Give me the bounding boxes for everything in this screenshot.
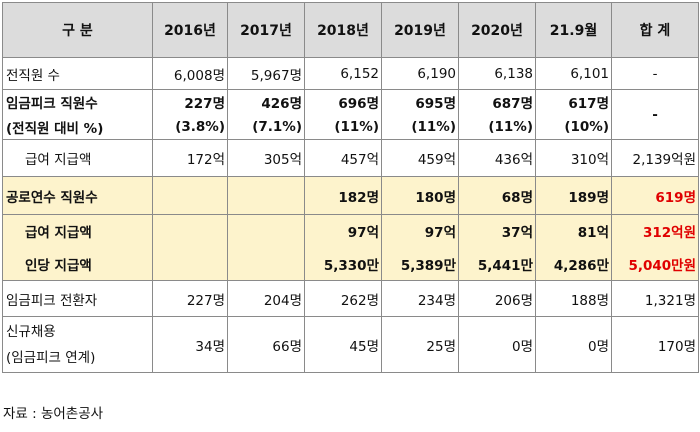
row-label: 전직원 수: [2, 57, 153, 90]
cell: 310억: [535, 139, 612, 177]
row-label-line1: 신규채용: [6, 323, 56, 340]
cell-total: -: [611, 57, 699, 90]
cell: 459억: [381, 139, 459, 177]
cell: 25명: [381, 316, 459, 373]
cell: 68명: [458, 176, 536, 215]
cell: 436억: [458, 139, 536, 177]
header-category: 구 분: [2, 2, 153, 58]
cell: 188명: [535, 280, 612, 317]
cell: 97억: [304, 214, 382, 248]
cell: 6,190: [381, 57, 459, 90]
cell: 204명: [227, 280, 305, 317]
row-public-staff: 공로연수 직원수 182명 180명 68명 189명 619명: [2, 176, 699, 215]
cell: 696명: [304, 89, 382, 115]
header-2016: 2016년: [152, 2, 228, 58]
cell: (11%): [304, 114, 382, 140]
cell-total: 1,321명: [611, 280, 699, 317]
cell: [152, 247, 228, 281]
cell: [227, 214, 305, 248]
header-total: 합 계: [611, 2, 699, 58]
row-peak-percent: (전직원 대비 %) (3.8%) (7.1%) (11%) (11%) (11…: [2, 114, 699, 140]
cell: 5,967명: [227, 57, 305, 90]
cell: [227, 247, 305, 281]
cell: 6,008명: [152, 57, 228, 90]
cell: (10%): [535, 114, 612, 140]
cell: 182명: [304, 176, 382, 215]
cell: (11%): [458, 114, 536, 140]
cell: 66명: [227, 316, 305, 373]
cell: 617명: [535, 89, 612, 115]
header-2021: 21.9월: [535, 2, 612, 58]
source-note: 자료 : 농어촌공사: [3, 406, 104, 422]
cell: (7.1%): [227, 114, 305, 140]
cell: 687명: [458, 89, 536, 115]
cell: 6,101: [535, 57, 612, 90]
cell: 172억: [152, 139, 228, 177]
row-label: 신규채용 (임금피크 연계): [2, 316, 153, 373]
cell: 37억: [458, 214, 536, 248]
cell: 81억: [535, 214, 612, 248]
row-new-hire: 신규채용 (임금피크 연계) 34명 66명 45명 25명 0명 0명 170…: [2, 316, 699, 373]
row-label-line2: (임금피크 연계): [6, 349, 96, 366]
cell: 5,441만: [458, 247, 536, 281]
cell: 34명: [152, 316, 228, 373]
row-peak-staff: 임금피크 직원수 227명 426명 696명 695명 687명 617명 -: [2, 89, 699, 140]
header-2020: 2020년: [458, 2, 536, 58]
cell: 457억: [304, 139, 382, 177]
header-2017: 2017년: [227, 2, 305, 58]
cell: 189명: [535, 176, 612, 215]
row-per-person: 인당 지급액 5,330만 5,389만 5,441만 4,286만 5,040…: [2, 247, 699, 281]
row-label: (전직원 대비 %): [2, 114, 153, 140]
row-label: 인당 지급액: [2, 247, 153, 281]
cell: 227명: [152, 280, 228, 317]
cell: 206명: [458, 280, 536, 317]
cell-total: 5,040만원: [611, 247, 699, 281]
row-label: 임금피크 직원수: [2, 89, 153, 115]
cell: 0명: [458, 316, 536, 373]
row-label: 임금피크 전환자: [2, 280, 153, 317]
header-row: 구 분 2016년 2017년 2018년 2019년 2020년 21.9월 …: [2, 2, 699, 58]
cell-total: -: [611, 89, 699, 140]
cell: 6,138: [458, 57, 536, 90]
header-2018: 2018년: [304, 2, 382, 58]
data-table: 구 분 2016년 2017년 2018년 2019년 2020년 21.9월 …: [2, 2, 699, 373]
cell-total: 619명: [611, 176, 699, 215]
row-converted: 임금피크 전환자 227명 204명 262명 234명 206명 188명 1…: [2, 280, 699, 317]
cell: 0명: [535, 316, 612, 373]
cell: 262명: [304, 280, 382, 317]
cell: (11%): [381, 114, 459, 140]
row-total-staff: 전직원 수 6,008명 5,967명 6,152 6,190 6,138 6,…: [2, 57, 699, 90]
cell: 4,286만: [535, 247, 612, 281]
cell: 234명: [381, 280, 459, 317]
cell: 97억: [381, 214, 459, 248]
cell: 5,330만: [304, 247, 382, 281]
cell-total: 2,139억원: [611, 139, 699, 177]
cell: [152, 214, 228, 248]
cell-total: 312억원: [611, 214, 699, 248]
cell: 227명: [152, 89, 228, 115]
row-public-salary: 급여 지급액 97억 97억 37억 81억 312억원: [2, 214, 699, 248]
cell: 180명: [381, 176, 459, 215]
cell: 45명: [304, 316, 382, 373]
row-label: 급여 지급액: [2, 214, 153, 248]
cell: 426명: [227, 89, 305, 115]
cell: 305억: [227, 139, 305, 177]
cell: 5,389만: [381, 247, 459, 281]
cell: (3.8%): [152, 114, 228, 140]
cell: [152, 176, 228, 215]
row-label: 급여 지급액: [2, 139, 153, 177]
cell: 6,152: [304, 57, 382, 90]
header-2019: 2019년: [381, 2, 459, 58]
cell-total: 170명: [611, 316, 699, 373]
cell: 695명: [381, 89, 459, 115]
row-label: 공로연수 직원수: [2, 176, 153, 215]
cell: [227, 176, 305, 215]
row-salary-paid: 급여 지급액 172억 305억 457억 459억 436억 310억 2,1…: [2, 139, 699, 177]
